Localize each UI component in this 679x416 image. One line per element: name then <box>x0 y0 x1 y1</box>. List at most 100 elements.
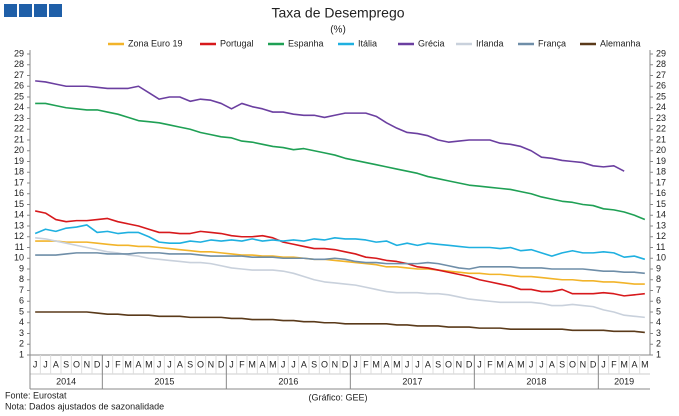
chart-subtitle: (%) <box>330 25 346 36</box>
series-line <box>35 311 645 334</box>
year-label: 2014 <box>56 376 76 386</box>
y-tick-label: 17 <box>14 177 24 187</box>
x-tick-label: J <box>405 359 410 369</box>
x-tick-label: A <box>53 359 59 369</box>
y-tick-label: 22 <box>14 124 24 134</box>
series-line <box>35 210 645 297</box>
logo <box>4 4 62 17</box>
y-tick-label: 23 <box>14 113 24 123</box>
series-line <box>34 224 646 261</box>
series-line <box>35 102 646 221</box>
x-tick-label: D <box>342 359 349 369</box>
y2-tick-label: 6 <box>656 296 661 306</box>
y2-tick-label: 15 <box>656 199 666 209</box>
x-tick-label: N <box>456 359 463 369</box>
y-tick-label: 21 <box>14 134 24 144</box>
y2-tick-label: 24 <box>656 102 666 112</box>
y-tick-label: 15 <box>14 199 24 209</box>
x-tick-label: J <box>229 359 234 369</box>
y2-tick-label: 7 <box>656 285 661 295</box>
y2-tick-label: 29 <box>656 48 666 58</box>
x-tick-label: A <box>631 359 637 369</box>
y2-tick-label: 4 <box>656 317 661 327</box>
x-tick-label: A <box>425 359 431 369</box>
x-tick-label: D <box>94 359 101 369</box>
y2-tick-label: 25 <box>656 91 666 101</box>
legend-label: Alemanha <box>600 38 641 48</box>
y2-tick-label: 26 <box>656 81 666 91</box>
x-tick-label: A <box>177 359 183 369</box>
x-tick-label: J <box>539 359 544 369</box>
x-tick-label: F <box>363 359 369 369</box>
x-tick-label: O <box>569 359 576 369</box>
x-tick-label: N <box>208 359 215 369</box>
y-tick-label: 11 <box>15 242 24 252</box>
x-tick-label: J <box>291 359 296 369</box>
y2-tick-label: 13 <box>656 220 666 230</box>
x-tick-label: S <box>63 359 69 369</box>
y2-tick-label: 19 <box>656 156 666 166</box>
legend-label: Espanha <box>288 38 324 48</box>
y-tick-label: 14 <box>14 210 24 220</box>
x-tick-label: M <box>145 359 153 369</box>
y2-tick-label: 9 <box>656 263 661 273</box>
y2-tick-label: 28 <box>656 59 666 69</box>
x-tick-label: S <box>559 359 565 369</box>
x-tick-label: J <box>167 359 172 369</box>
x-tick-label: F <box>115 359 121 369</box>
y-tick-label: 19 <box>14 156 24 166</box>
y-tick-label: 28 <box>14 59 24 69</box>
x-tick-label: A <box>507 359 513 369</box>
x-tick-label: O <box>321 359 328 369</box>
y-tick-label: 18 <box>14 167 24 177</box>
x-tick-label: J <box>157 359 162 369</box>
x-tick-label: M <box>372 359 380 369</box>
series-line <box>35 240 645 285</box>
y-tick-label: 26 <box>14 81 24 91</box>
x-tick-label: F <box>611 359 617 369</box>
year-label: 2019 <box>614 376 634 386</box>
x-tick-label: J <box>415 359 420 369</box>
y2-tick-label: 16 <box>656 188 666 198</box>
x-tick-label: J <box>601 359 606 369</box>
y2-tick-label: 22 <box>656 124 666 134</box>
x-tick-label: S <box>311 359 317 369</box>
x-tick-label: M <box>124 359 132 369</box>
y2-tick-label: 11 <box>656 242 665 252</box>
y2-tick-label: 20 <box>656 145 666 155</box>
x-tick-label: D <box>590 359 597 369</box>
x-tick-label: F <box>239 359 245 369</box>
x-tick-label: S <box>435 359 441 369</box>
y2-tick-label: 27 <box>656 70 666 80</box>
x-tick-label: A <box>549 359 555 369</box>
logo-square <box>49 4 62 17</box>
x-tick-label: J <box>43 359 48 369</box>
y2-tick-label: 2 <box>656 339 661 349</box>
x-tick-label: J <box>105 359 110 369</box>
legend-label: Zona Euro 19 <box>128 38 183 48</box>
logo-square <box>4 4 17 17</box>
legend-label: Grécia <box>418 38 445 48</box>
x-tick-label: J <box>477 359 482 369</box>
x-tick-label: M <box>641 359 649 369</box>
series-line <box>35 252 645 275</box>
y-tick-label: 9 <box>19 263 24 273</box>
x-tick-label: O <box>73 359 80 369</box>
x-tick-label: M <box>269 359 277 369</box>
legend-label: França <box>538 38 566 48</box>
x-tick-label: N <box>580 359 587 369</box>
logo-square <box>19 4 32 17</box>
x-tick-label: S <box>187 359 193 369</box>
y-tick-label: 8 <box>19 274 24 284</box>
y-tick-label: 4 <box>19 317 24 327</box>
x-tick-label: A <box>301 359 307 369</box>
x-tick-label: O <box>197 359 204 369</box>
y-tick-label: 29 <box>14 48 24 58</box>
legend-label: Itália <box>358 38 377 48</box>
logo-square <box>34 4 47 17</box>
y-tick-label: 27 <box>14 70 24 80</box>
y2-tick-label: 8 <box>656 274 661 284</box>
x-tick-label: D <box>218 359 225 369</box>
note: Nota: Dados ajustados de sazonalidade <box>5 401 164 411</box>
